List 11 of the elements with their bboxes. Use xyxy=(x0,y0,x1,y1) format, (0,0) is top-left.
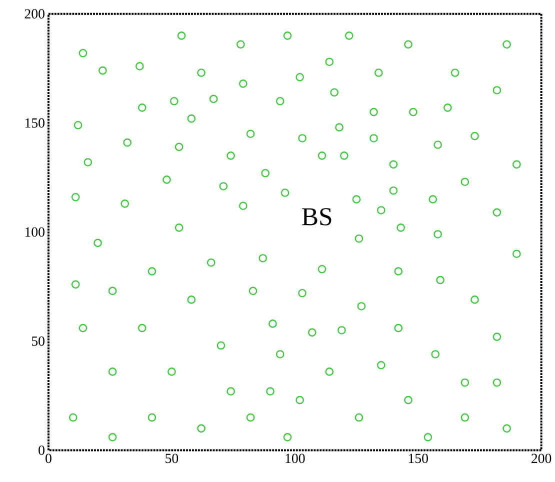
x-tick-label: 150 xyxy=(408,454,428,464)
x-tick-label: 0 xyxy=(46,454,52,464)
y-tick-label: 100 xyxy=(25,227,44,237)
x-tick-label: 100 xyxy=(286,454,305,464)
y-tick-label: 50 xyxy=(32,336,44,346)
annotation: BS xyxy=(302,208,332,226)
y-tick-label: 0 xyxy=(38,446,44,455)
y-tick-label: 200 xyxy=(24,9,44,19)
y-tick-label: 150 xyxy=(25,118,44,128)
x-tick-label: 200 xyxy=(532,454,552,464)
x-tick-label: 50 xyxy=(166,454,178,464)
